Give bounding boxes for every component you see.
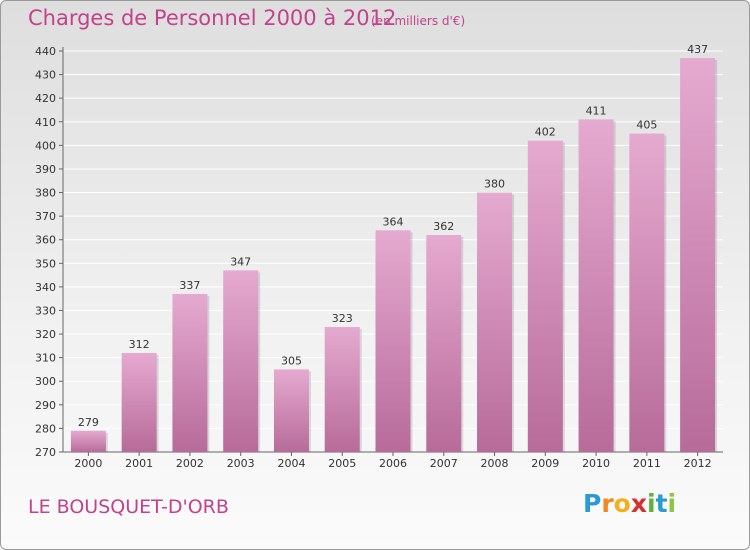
data-label: 364 <box>383 215 404 228</box>
y-tick-label: 430 <box>35 69 56 82</box>
bar <box>527 140 563 452</box>
logo-letter: i <box>667 489 677 518</box>
bar <box>477 192 513 452</box>
x-tick-labels: 2000 2001 2002 2003 2004 2005 2006 2007 2008 2009… <box>74 457 711 470</box>
data-label: 305 <box>281 354 302 367</box>
x-tick-label: 2000 <box>74 457 102 470</box>
place-name: LE BOUSQUET-D'ORB <box>28 496 229 518</box>
x-tick-label: 2012 <box>684 457 712 470</box>
y-tick-label: 390 <box>35 163 56 176</box>
data-label: 380 <box>484 178 505 191</box>
bar <box>121 352 157 452</box>
x-tick-label: 2010 <box>582 457 610 470</box>
x-tick-label: 2002 <box>176 457 204 470</box>
bar <box>70 430 106 452</box>
y-tick-label: 400 <box>35 139 56 152</box>
data-label: 323 <box>332 312 353 325</box>
data-label: 337 <box>179 279 200 292</box>
y-tick-labels: 270 280 290 300 310 320 330 340 350 360 370 380 390 4… <box>35 45 56 459</box>
y-tick-label: 350 <box>35 257 56 270</box>
y-tick-label: 290 <box>35 399 56 412</box>
y-tick-label: 360 <box>35 234 56 247</box>
data-label: 402 <box>535 126 556 139</box>
data-label: 312 <box>129 338 150 351</box>
x-tick-label: 2004 <box>277 457 305 470</box>
x-tick-label: 2011 <box>633 457 661 470</box>
data-label: 347 <box>230 255 251 268</box>
bar <box>629 133 665 452</box>
bar <box>273 369 309 452</box>
y-tick-label: 340 <box>35 281 56 294</box>
y-tick-label: 370 <box>35 210 56 223</box>
proxiti-logo: Proxiti <box>583 489 676 518</box>
x-tick-label: 2007 <box>430 457 458 470</box>
data-labels: 279 312 337 347 305 323 364 362 380 402 411 405 437 <box>78 43 708 429</box>
data-label: 405 <box>636 119 657 132</box>
logo-letter: x <box>630 489 647 518</box>
y-tick-label: 300 <box>35 375 56 388</box>
x-tick-label: 2003 <box>227 457 255 470</box>
data-label: 362 <box>433 220 454 233</box>
y-tick-label: 310 <box>35 352 56 365</box>
logo-letter: o <box>613 489 631 518</box>
y-tick-label: 440 <box>35 45 56 58</box>
bar <box>426 234 462 452</box>
data-label: 411 <box>586 104 607 117</box>
bar <box>172 293 208 452</box>
logo-letter: P <box>583 489 602 518</box>
x-tick-label: 2006 <box>379 457 407 470</box>
x-tick-label: 2001 <box>125 457 153 470</box>
bar <box>680 58 716 452</box>
x-tick-label: 2008 <box>481 457 509 470</box>
data-label: 437 <box>687 43 708 56</box>
y-tick-label: 280 <box>35 422 56 435</box>
chart-subtitle: (en milliers d'€) <box>371 14 466 28</box>
logo-letter: i <box>647 489 656 518</box>
bar <box>324 326 360 452</box>
x-tick-label: 2009 <box>531 457 559 470</box>
data-label: 279 <box>78 416 99 429</box>
logo-letter: t <box>655 489 668 518</box>
y-tick-label: 320 <box>35 328 56 341</box>
y-tick-label: 420 <box>35 92 56 105</box>
bars <box>70 58 718 452</box>
y-tick-label: 380 <box>35 187 56 200</box>
chart-title: Charges de Personnel 2000 à 2012 <box>28 6 397 30</box>
bar <box>223 270 259 452</box>
y-tick-label: 330 <box>35 304 56 317</box>
x-tick-label: 2005 <box>328 457 356 470</box>
y-tick-label: 270 <box>35 446 56 459</box>
logo-letter: r <box>601 489 614 518</box>
bar <box>375 230 411 452</box>
bar <box>578 119 614 452</box>
y-tick-label: 410 <box>35 116 56 129</box>
